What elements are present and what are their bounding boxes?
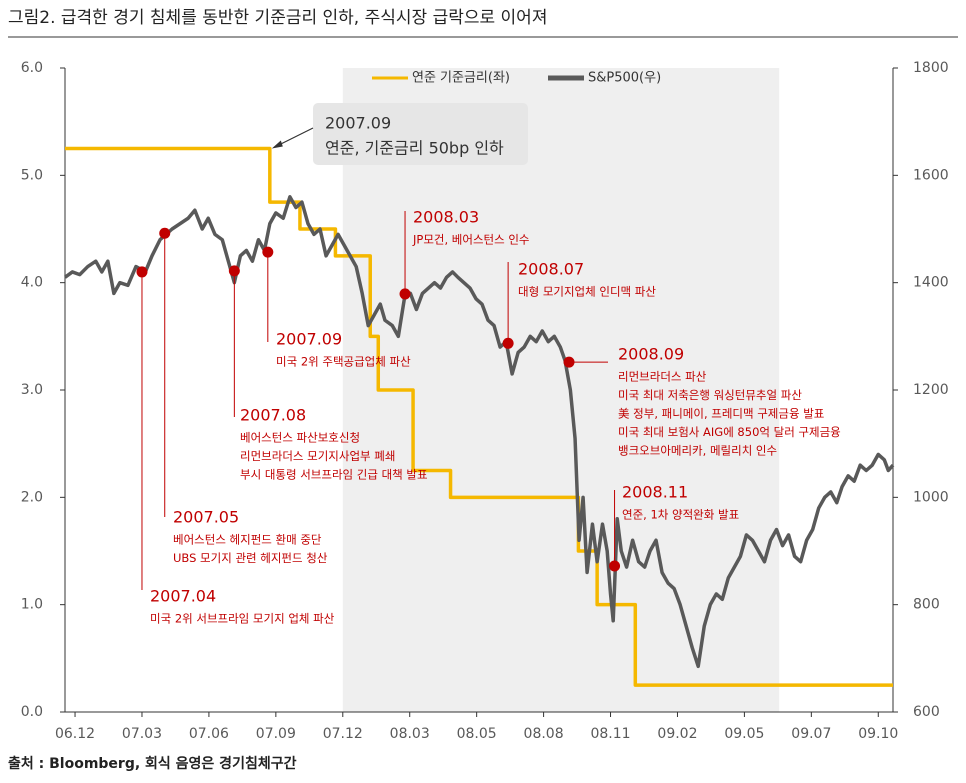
x-tick-label: 07.03 [122, 726, 162, 742]
event-dot [609, 560, 621, 572]
y2-tick-label: 1200 [913, 382, 949, 398]
event-text: 베어스턴스 파산보호신청 [240, 431, 360, 445]
event-text: 미국 최대 보험사 AIG에 850억 달러 구제금융 [618, 425, 841, 439]
event-date: 2008.07 [518, 260, 584, 279]
event-text: 미국 최대 저축은행 워싱턴뮤추얼 파산 [618, 388, 802, 402]
event-text: 대형 모기지업체 인디맥 파산 [518, 285, 656, 299]
x-tick-label: 08.03 [390, 726, 430, 742]
y-tick-label: 1.0 [21, 597, 43, 613]
callout-text: 연준, 기준금리 50bp 인하 [325, 139, 504, 158]
event-date: 2008.11 [622, 483, 688, 502]
x-tick-label: 07.12 [323, 726, 363, 742]
event-dot [399, 288, 411, 300]
x-tick-label: 09.07 [791, 726, 831, 742]
event-dot [502, 337, 514, 349]
event-text: 미국 2위 주택공급업체 파산 [276, 355, 411, 369]
x-tick-label: 07.06 [189, 726, 229, 742]
y-tick-label: 6.0 [21, 60, 43, 76]
event-date: 2007.04 [150, 587, 216, 606]
callout-date: 2007.09 [325, 114, 391, 133]
event-dot [262, 246, 274, 258]
x-tick-label: 09.02 [657, 726, 697, 742]
recession-shade [342, 68, 780, 712]
y-tick-label: 2.0 [21, 489, 43, 505]
event-date: 2008.09 [618, 345, 684, 364]
x-tick-label: 09.10 [858, 726, 898, 742]
legend-label: 연준 기준금리(좌) [412, 71, 510, 86]
event-text: 리먼브라더스 파산 [618, 370, 707, 384]
y-tick-label: 5.0 [21, 167, 43, 183]
rate-line [65, 146, 893, 687]
x-tick-label: 08.11 [590, 726, 630, 742]
event-text: 리먼브라더스 모기지사업부 폐쇄 [240, 449, 395, 463]
event-text: 베어스턴스 헤지펀드 환매 중단 [173, 533, 322, 547]
event-date: 2007.08 [240, 406, 306, 425]
event-text: 연준, 1차 양적완화 발표 [622, 508, 739, 522]
chart-title: 그림2. 급격한 경기 침체를 동반한 기준금리 인하, 주식시장 급락으로 이… [8, 8, 547, 28]
y-tick-label: 4.0 [21, 275, 43, 291]
event-dot [228, 265, 240, 277]
x-tick-label: 09.05 [724, 726, 764, 742]
x-tick-label: 08.05 [457, 726, 497, 742]
event-date: 2007.05 [173, 508, 239, 527]
event-text: 뱅크오브아메리카, 메릴리치 인수 [618, 444, 777, 458]
event-date: 2008.03 [413, 208, 479, 227]
y-tick-label: 0.0 [21, 704, 43, 720]
event-text: JP모건, 베어스턴스 인수 [412, 233, 530, 247]
y2-tick-label: 1400 [913, 275, 949, 291]
callout-arrowhead [271, 140, 283, 149]
event-dot [563, 356, 575, 368]
x-tick-label: 08.08 [524, 726, 564, 742]
y-tick-label: 3.0 [21, 382, 43, 398]
y2-tick-label: 1000 [913, 489, 949, 505]
event-text: 부시 대통령 서브프라임 긴급 대책 발표 [240, 468, 428, 482]
y2-tick-label: 800 [913, 597, 940, 613]
event-text: 美 정부, 패니메이, 프레디맥 구제금융 발표 [618, 407, 824, 421]
callout-box [313, 103, 528, 165]
x-tick-label: 06.12 [55, 726, 95, 742]
y2-tick-label: 600 [913, 704, 940, 720]
event-date: 2007.09 [276, 330, 342, 349]
event-text: UBS 모기지 관련 헤지펀드 청산 [173, 551, 328, 565]
y2-tick-label: 1600 [913, 167, 949, 183]
event-dot [159, 227, 171, 239]
event-dot [136, 266, 148, 278]
source: 출처 : Bloomberg, 회식 음영은 경기침체구간 [8, 755, 297, 772]
event-text: 미국 2위 서브프라임 모기지 업체 파산 [150, 612, 335, 626]
y2-tick-label: 1800 [913, 60, 949, 76]
legend-label: S&P500(우) [588, 71, 661, 86]
x-tick-label: 07.09 [256, 726, 296, 742]
